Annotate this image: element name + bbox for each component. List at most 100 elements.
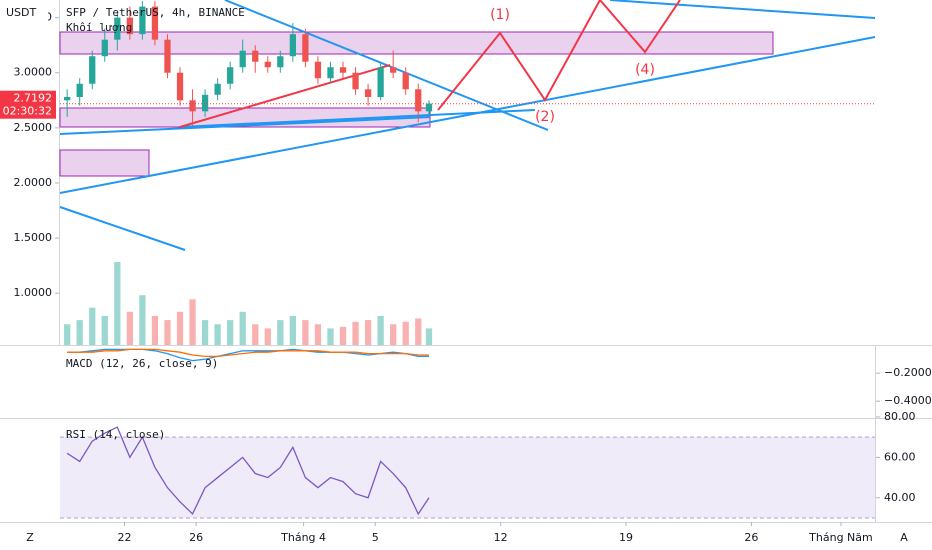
chart-title: SFP / TetherUS, 4h, BINANCE <box>66 6 245 19</box>
currency-box <box>0 3 48 23</box>
volume-bar <box>89 307 96 345</box>
y-tick-label: 80.00 <box>884 410 916 423</box>
volume-bar <box>415 318 422 345</box>
volume-bar <box>352 321 359 345</box>
volume-bar <box>277 320 284 345</box>
volume-bar <box>214 324 221 345</box>
volume-bar <box>176 311 184 345</box>
macd-title: MACD (12, 26, close, 9) <box>66 357 218 370</box>
last-price: 2.7192 <box>14 92 53 105</box>
volume-bar <box>390 324 397 345</box>
volume-bar <box>364 320 372 345</box>
countdown: 02:30:32 <box>3 105 52 118</box>
volume-bar <box>201 320 209 345</box>
volume-bar <box>114 262 121 345</box>
volume-bar <box>64 324 71 345</box>
candle-body <box>164 39 171 73</box>
candle-body <box>327 67 334 79</box>
volume-bar <box>252 324 259 345</box>
volume-bar <box>76 320 83 345</box>
volume-bar <box>402 321 409 345</box>
volume-bar <box>151 315 159 345</box>
x-tick-label: 26 <box>744 531 758 544</box>
y-tick-label: 60.00 <box>884 450 916 463</box>
y-tick-label: 1.0000 <box>14 286 53 299</box>
x-tick-label: Tháng Năm <box>808 531 873 544</box>
candle-body <box>101 39 108 57</box>
y-tick-label: 40.00 <box>884 491 916 504</box>
zone <box>59 31 774 55</box>
candle-body <box>252 50 259 62</box>
candle-body <box>264 61 271 68</box>
volume-bar <box>189 299 196 345</box>
volume-bar <box>377 315 384 345</box>
macd-line <box>67 348 429 358</box>
candle-body <box>390 67 397 73</box>
projection-path <box>437 0 681 111</box>
candle-body <box>214 83 221 95</box>
volume-bar <box>239 311 246 345</box>
x-tick-label: 5 <box>372 531 379 544</box>
candle-body <box>364 89 372 97</box>
candle-body <box>352 72 359 90</box>
candle-body <box>151 6 159 40</box>
candle-body <box>289 34 296 57</box>
candle-body <box>402 72 409 90</box>
y-tick-label: −0.4000 <box>884 394 932 407</box>
candle-body <box>89 56 96 84</box>
candle-body <box>176 72 184 101</box>
trendline <box>59 36 876 194</box>
zone <box>59 149 150 177</box>
y-tick-label: 1.5000 <box>14 231 53 244</box>
y-tick-label: 2.0000 <box>14 176 53 189</box>
x-tick-label: 22 <box>117 531 131 544</box>
marks: 1.00001.50002.00002.50003.00003.50002226… <box>14 1 932 544</box>
volume-bar <box>314 324 322 345</box>
candle-body <box>201 94 209 112</box>
x-tick-label: 12 <box>494 531 508 544</box>
annotation: (1) <box>490 7 510 23</box>
volume-bar <box>101 315 108 345</box>
y-tick-label: 2.5000 <box>14 121 53 134</box>
drawings: (1) (2) (4) <box>59 0 876 251</box>
candle-body <box>415 89 422 112</box>
corner-label: A <box>900 531 908 544</box>
candle-body <box>76 83 83 97</box>
candle-body <box>64 96 71 101</box>
volume-label: Khối lượng <box>66 21 132 34</box>
trendline <box>59 206 186 251</box>
candle-body <box>227 67 234 84</box>
y-tick-label: −0.2000 <box>884 366 932 379</box>
candle-body <box>339 67 347 73</box>
candle-body <box>239 50 246 68</box>
y-tick-label: 3.0000 <box>14 66 53 79</box>
x-tick-label: 26 <box>189 531 203 544</box>
trendline <box>59 116 431 135</box>
x-tick-label: Tháng 4 <box>280 531 326 544</box>
volume-bar <box>339 326 347 345</box>
price-badge <box>0 90 56 119</box>
volume-bar <box>289 315 296 345</box>
candle-body <box>277 56 284 68</box>
x-tick-label: 19 <box>619 531 633 544</box>
candle-body <box>114 17 121 40</box>
candle-body <box>189 100 196 112</box>
corner-label: Z <box>26 531 34 544</box>
trendline <box>609 0 876 19</box>
annotation: (4) <box>635 62 655 78</box>
annotation: (2) <box>535 109 555 125</box>
volume-bar <box>264 328 271 345</box>
volume-bar <box>425 328 433 345</box>
volume-bar <box>164 320 171 345</box>
currency: USDT <box>6 6 37 19</box>
candle-body <box>139 6 146 35</box>
volume-bar <box>139 295 146 345</box>
volume-bar <box>227 320 234 345</box>
candle-body <box>377 67 384 97</box>
volume-bar <box>302 320 309 345</box>
rsi-title: RSI (14, close) <box>66 428 165 441</box>
rsi-band <box>60 437 875 518</box>
candle-body <box>302 34 309 62</box>
